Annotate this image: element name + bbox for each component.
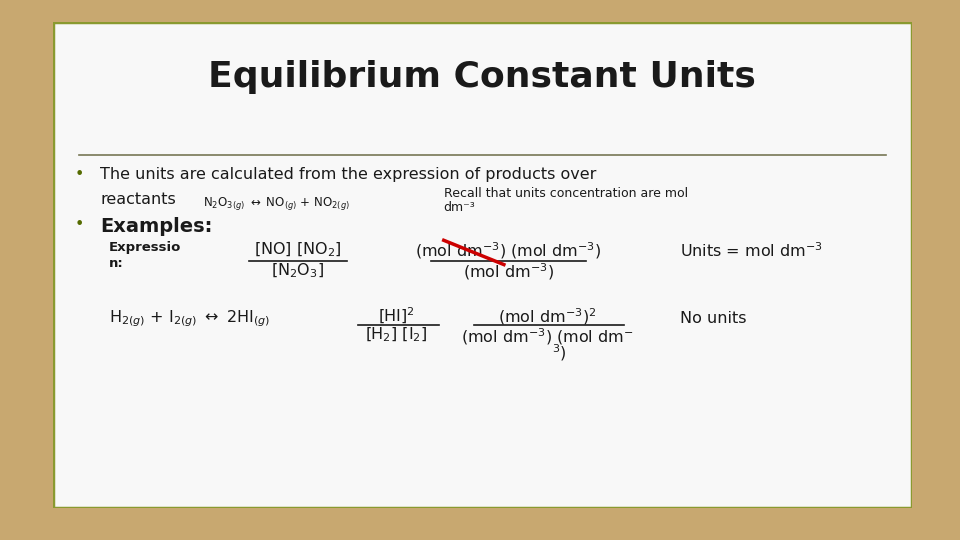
Text: Equilibrium Constant Units: Equilibrium Constant Units [208,60,756,94]
Text: [NO] [NO$_2$]: [NO] [NO$_2$] [253,240,342,259]
Text: •: • [74,167,84,183]
Text: dm⁻³: dm⁻³ [444,201,475,214]
Text: [N$_2$O$_3$]: [N$_2$O$_3$] [271,261,324,280]
Text: Examples:: Examples: [100,217,212,236]
Text: The units are calculated from the expression of products over: The units are calculated from the expres… [100,167,596,183]
Text: (mol dm$^{-3}$)$^2$: (mol dm$^{-3}$)$^2$ [497,306,596,327]
Text: (mol dm$^{-3}$): (mol dm$^{-3}$) [463,261,554,282]
Text: reactants: reactants [100,192,176,207]
Text: n:: n: [108,257,124,270]
Text: No units: No units [680,310,747,326]
Text: (mol dm$^{-3}$) (mol dm$^{\mathregular{-}}$: (mol dm$^{-3}$) (mol dm$^{\mathregular{-… [461,326,633,347]
Text: N$_2$O$_{3(g)}$ $\leftrightarrow$ NO$_{(g)}$ + NO$_{2(g)}$: N$_2$O$_{3(g)}$ $\leftrightarrow$ NO$_{(… [204,194,350,212]
Text: $^3$): $^3$) [552,342,567,363]
Text: [HI]$^2$: [HI]$^2$ [378,306,415,326]
Text: H$_{2(g)}$ + I$_{2(g)}$ $\leftrightarrow$ 2HI$_{(g)}$: H$_{2(g)}$ + I$_{2(g)}$ $\leftrightarrow… [108,308,270,329]
Text: •: • [74,217,84,232]
Text: (mol dm$^{-3}$) (mol dm$^{-3}$): (mol dm$^{-3}$) (mol dm$^{-3}$) [415,240,601,261]
Text: [H$_2$] [I$_2$]: [H$_2$] [I$_2$] [365,326,428,344]
Text: Units = mol dm$^{-3}$: Units = mol dm$^{-3}$ [680,241,823,260]
Text: Expressio: Expressio [108,241,181,254]
Text: Recall that units concentration are mol: Recall that units concentration are mol [444,187,688,200]
